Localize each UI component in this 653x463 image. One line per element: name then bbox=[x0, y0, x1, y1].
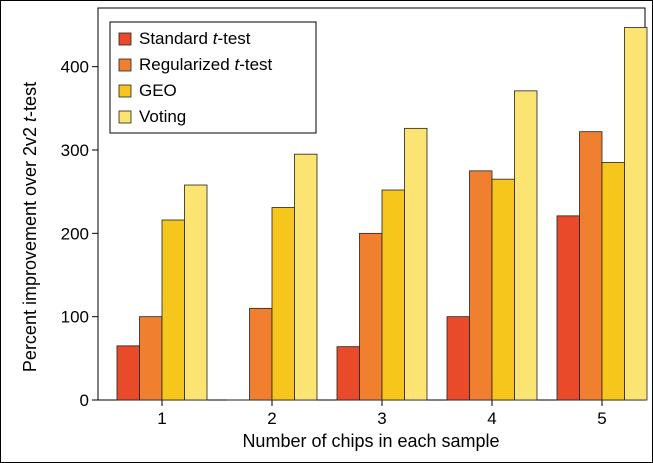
legend-swatch bbox=[118, 32, 132, 46]
x-tick-label: 4 bbox=[487, 409, 496, 428]
text-part: Voting bbox=[139, 107, 186, 126]
y-axis-title: Percent improvement over 2v2 t-test bbox=[20, 82, 40, 372]
y-axis: 0 100 200 300 400 bbox=[61, 58, 98, 410]
bar bbox=[249, 307, 273, 401]
x-axis-title: Number of chips in each sample bbox=[242, 431, 499, 451]
bar bbox=[491, 178, 515, 401]
y-tick-label: 200 bbox=[61, 224, 89, 243]
text-part: t bbox=[213, 29, 219, 48]
bar bbox=[469, 170, 493, 401]
bar bbox=[184, 184, 208, 401]
y-tick-label: 300 bbox=[61, 141, 89, 160]
legend-box bbox=[109, 21, 317, 134]
x-tick-label: 1 bbox=[157, 409, 166, 428]
bar bbox=[116, 345, 140, 401]
x-axis: 1 2 3 4 5 bbox=[157, 400, 607, 428]
legend-label: Voting bbox=[139, 107, 186, 126]
bar bbox=[336, 346, 360, 401]
bar bbox=[381, 189, 405, 401]
text-part: -test bbox=[217, 29, 250, 48]
bar bbox=[161, 219, 185, 401]
legend-label: Standard t-test bbox=[139, 29, 251, 48]
text-part: -test bbox=[239, 55, 272, 74]
bar bbox=[514, 90, 538, 401]
bar bbox=[624, 27, 648, 401]
text-part: t bbox=[20, 116, 40, 122]
bar bbox=[294, 153, 318, 401]
bar bbox=[271, 207, 295, 401]
text-part: Regularized bbox=[139, 55, 234, 74]
legend-swatch bbox=[118, 58, 132, 72]
legend-label: Regularized t-test bbox=[139, 55, 273, 74]
bar bbox=[446, 316, 470, 401]
bar bbox=[139, 316, 163, 401]
text-part: t bbox=[234, 55, 240, 74]
text-part: Percent improvement over 2v2 bbox=[20, 122, 40, 372]
bar bbox=[359, 232, 383, 401]
legend-label: GEO bbox=[139, 81, 177, 100]
legend-swatch bbox=[118, 110, 132, 124]
bar bbox=[601, 162, 625, 401]
text-part: Standard bbox=[139, 29, 213, 48]
y-tick-label: 400 bbox=[61, 58, 89, 77]
y-tick-label: 100 bbox=[61, 308, 89, 327]
y-tick-label: 0 bbox=[80, 391, 89, 410]
text-part: GEO bbox=[139, 81, 177, 100]
bar bbox=[556, 215, 580, 401]
bar bbox=[404, 127, 428, 401]
x-tick-label: 2 bbox=[267, 409, 276, 428]
legend-swatch bbox=[118, 84, 132, 98]
x-tick-label: 3 bbox=[377, 409, 386, 428]
text-part: -test bbox=[20, 82, 40, 117]
x-tick-label: 5 bbox=[597, 409, 606, 428]
bar bbox=[579, 131, 603, 401]
bars bbox=[116, 27, 648, 401]
